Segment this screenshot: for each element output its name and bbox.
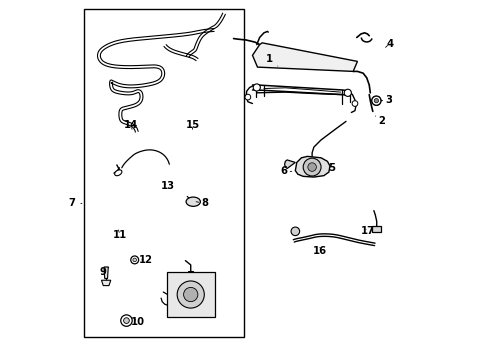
Circle shape bbox=[253, 84, 260, 91]
Polygon shape bbox=[104, 267, 108, 278]
Circle shape bbox=[133, 258, 136, 262]
Text: 4: 4 bbox=[385, 39, 393, 49]
Circle shape bbox=[374, 99, 378, 103]
Text: 14: 14 bbox=[124, 120, 138, 130]
Circle shape bbox=[290, 227, 299, 236]
Text: 16: 16 bbox=[312, 246, 326, 256]
Text: 13: 13 bbox=[160, 181, 174, 191]
Circle shape bbox=[121, 315, 132, 326]
Text: 10: 10 bbox=[130, 317, 144, 327]
Circle shape bbox=[351, 101, 357, 106]
Polygon shape bbox=[252, 43, 357, 71]
Circle shape bbox=[131, 256, 138, 264]
Circle shape bbox=[183, 287, 197, 302]
Text: 15: 15 bbox=[186, 120, 200, 130]
Circle shape bbox=[307, 163, 316, 171]
Circle shape bbox=[177, 281, 204, 308]
Text: 12: 12 bbox=[139, 255, 153, 265]
Polygon shape bbox=[284, 160, 295, 169]
Text: 5: 5 bbox=[328, 163, 334, 173]
Text: 2: 2 bbox=[375, 116, 384, 126]
Circle shape bbox=[123, 318, 129, 323]
Bar bbox=[83, 9, 244, 337]
FancyBboxPatch shape bbox=[372, 226, 380, 232]
Circle shape bbox=[302, 158, 320, 176]
Text: 11: 11 bbox=[113, 230, 127, 240]
Text: 6: 6 bbox=[280, 166, 291, 176]
Text: 1: 1 bbox=[265, 54, 277, 66]
Text: 7: 7 bbox=[68, 198, 82, 208]
Circle shape bbox=[371, 96, 380, 105]
Text: 3: 3 bbox=[380, 95, 392, 105]
Circle shape bbox=[244, 94, 250, 100]
Polygon shape bbox=[295, 156, 329, 177]
Ellipse shape bbox=[114, 170, 121, 176]
Circle shape bbox=[344, 89, 351, 96]
Text: 9: 9 bbox=[99, 267, 106, 277]
Ellipse shape bbox=[186, 197, 200, 206]
Polygon shape bbox=[101, 280, 110, 286]
Text: 8: 8 bbox=[196, 198, 208, 208]
Text: 17: 17 bbox=[361, 226, 375, 236]
FancyBboxPatch shape bbox=[166, 272, 214, 317]
